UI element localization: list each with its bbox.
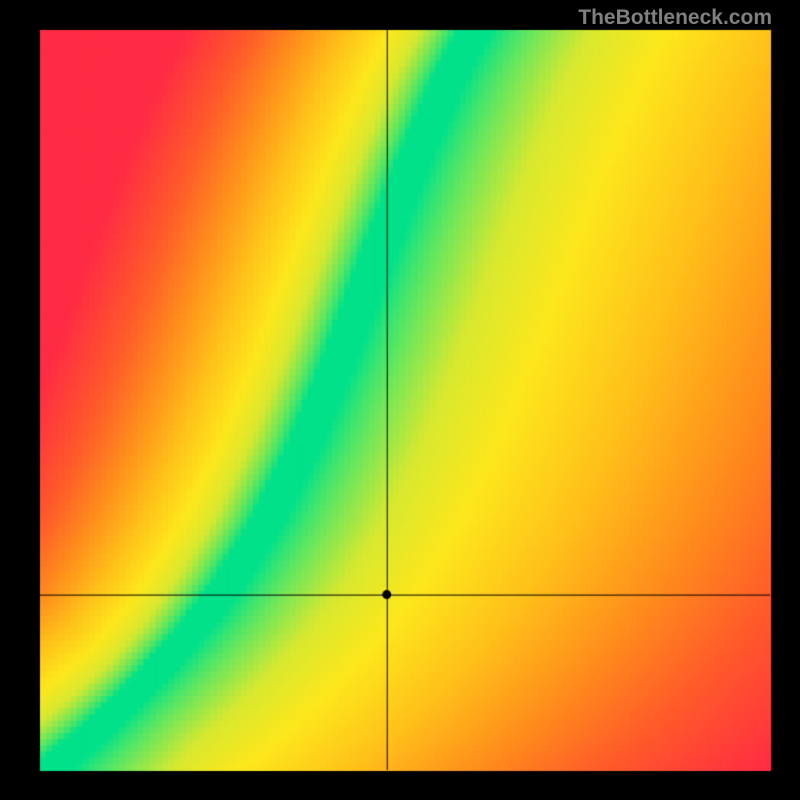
bottleneck-heatmap xyxy=(0,0,800,800)
watermark-text: TheBottleneck.com xyxy=(578,6,772,30)
